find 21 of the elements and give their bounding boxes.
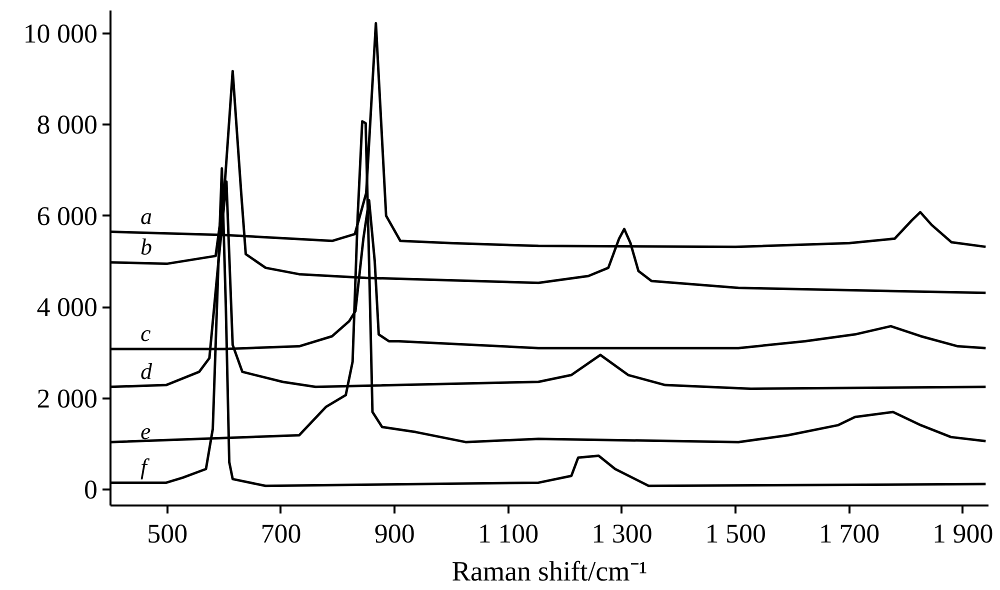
x-tick-label: 500 — [147, 518, 188, 548]
x-tick-label: 1 100 — [478, 518, 539, 548]
y-tick-label: 6 000 — [36, 200, 98, 231]
series-label: b — [140, 234, 152, 260]
series-label: f — [140, 454, 150, 480]
series-label: d — [140, 358, 152, 384]
y-tick-label: 10 000 — [23, 18, 98, 48]
y-tick-label: 2 000 — [36, 383, 98, 414]
series-label: a — [140, 204, 152, 229]
x-axis-title: Raman shift/cm⁻¹ — [452, 556, 648, 588]
x-tick-label: 700 — [260, 518, 302, 548]
x-tick-label: 1 900 — [932, 518, 994, 548]
series-label: c — [140, 321, 151, 346]
y-tick-label: 0 — [84, 474, 98, 505]
x-tick-label: 1 700 — [818, 518, 880, 548]
y-tick-label: 4 000 — [36, 292, 98, 322]
series-label: e — [140, 419, 151, 444]
x-tick-label: 1 300 — [592, 518, 652, 548]
y-tick-label: 8 000 — [36, 110, 98, 140]
x-tick-label: 900 — [374, 518, 415, 548]
x-tick-label: 1 500 — [705, 518, 766, 548]
